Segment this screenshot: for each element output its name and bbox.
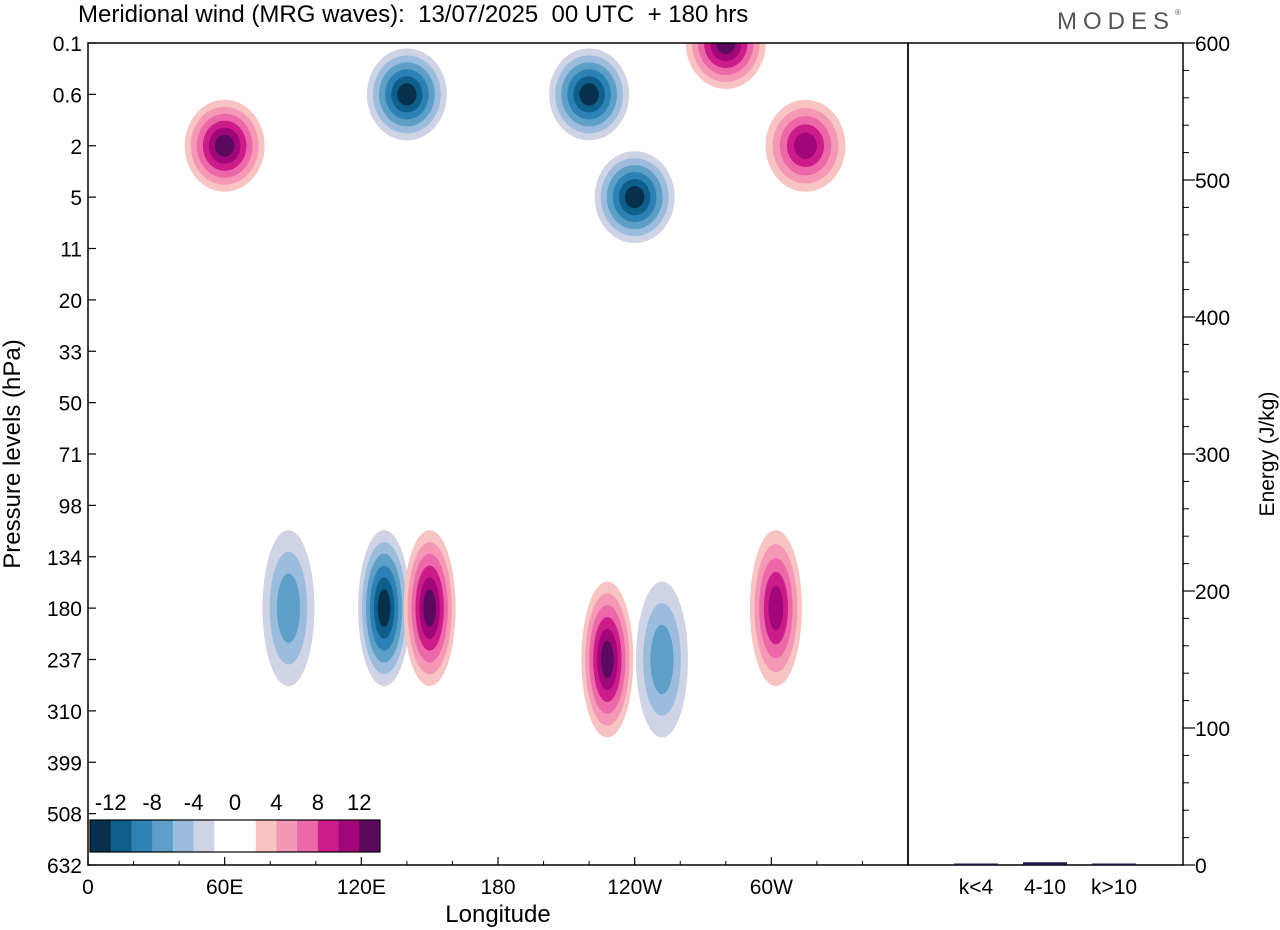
energy-tick-label: 0 <box>1195 855 1207 878</box>
colorbar-label: 0 <box>229 790 241 815</box>
colorbar-swatch <box>276 820 298 852</box>
negative-wind-anomaly <box>262 530 315 687</box>
modes-logo: MODES® <box>1057 8 1181 35</box>
energy-tick-label: 100 <box>1195 718 1230 741</box>
colorbar-swatch <box>152 820 174 852</box>
chart-title: Meridional wind (MRG waves): 13/07/2025 … <box>78 1 749 28</box>
positive-wind-anomaly <box>749 530 802 687</box>
y-tick-label: 20 <box>59 290 82 313</box>
x-tick-label: 0 <box>82 876 94 899</box>
colorbar-label: 8 <box>312 790 324 815</box>
colorbar-swatch <box>172 820 194 852</box>
y-tick-label: 71 <box>59 444 82 467</box>
y-tick-label: 310 <box>47 701 82 724</box>
y-tick-label: 237 <box>47 650 82 673</box>
negative-wind-anomaly <box>594 151 675 244</box>
y-tick-label: 5 <box>70 187 82 210</box>
energy-tick-label: 500 <box>1195 170 1230 193</box>
y-tick-label: 632 <box>47 855 82 878</box>
colorbar-swatch <box>297 820 319 852</box>
energy-bar <box>1023 862 1067 865</box>
energy-axis-label: Energy (J/kg) <box>1256 392 1279 517</box>
negative-wind-anomaly <box>636 581 688 738</box>
negative-wind-anomaly <box>549 48 630 141</box>
colorbar-frame <box>89 819 381 853</box>
x-tick-label: 60W <box>750 876 793 899</box>
energy-bar <box>1092 863 1136 865</box>
y-tick-label: 180 <box>47 598 82 621</box>
x-axis-label: Longitude <box>445 901 550 928</box>
positive-wind-anomaly <box>581 581 634 738</box>
energy-tick-label: 400 <box>1195 307 1230 330</box>
positive-wind-anomaly <box>403 530 456 687</box>
colorbar-label: -12 <box>95 790 127 815</box>
colorbar-label: 12 <box>347 790 371 815</box>
y-tick-label: 33 <box>59 341 82 364</box>
colorbar-swatch <box>131 820 153 852</box>
positive-wind-anomaly <box>184 99 265 192</box>
x-tick-label: 120W <box>607 876 662 899</box>
colorbar-swatch <box>110 820 132 852</box>
energy-bar <box>954 863 998 865</box>
x-tick-label: 120E <box>337 876 386 899</box>
y-tick-label: 50 <box>59 393 82 416</box>
y-tick-label: 0.1 <box>53 33 82 56</box>
colorbar-swatch <box>255 820 277 852</box>
y-tick-label: 2 <box>70 136 82 159</box>
energy-tick-label: 300 <box>1195 444 1230 467</box>
x-tick-label: 180 <box>480 876 515 899</box>
colorbar-swatch <box>317 820 339 852</box>
colorbar-label: 4 <box>270 790 282 815</box>
positive-wind-anomaly <box>685 43 766 89</box>
colorbar: -12 -8 -4 0 4 8 12 <box>89 790 381 853</box>
energy-panel-frame <box>907 42 1184 866</box>
colorbar-label: -4 <box>184 790 204 815</box>
y-tick-label: 11 <box>60 239 82 262</box>
y-tick-label: 399 <box>47 752 82 775</box>
colorbar-swatch <box>214 820 236 852</box>
y-axis-label: Pressure levels (hPa) <box>0 339 26 568</box>
y-tick-label: 0.6 <box>53 84 82 107</box>
y-tick-label: 508 <box>47 804 82 827</box>
colorbar-swatch <box>338 820 360 852</box>
energy-category-label: 4-10 <box>1024 876 1066 899</box>
positive-wind-anomaly <box>765 99 846 192</box>
energy-category-label: k<4 <box>959 876 994 899</box>
colorbar-swatch <box>90 820 112 852</box>
energy-tick-label: 200 <box>1195 581 1230 604</box>
energy-tick-label: 600 <box>1195 33 1230 56</box>
colorbar-swatch <box>235 820 257 852</box>
negative-wind-anomaly <box>358 530 411 687</box>
colorbar-swatch <box>193 820 215 852</box>
colorbar-label: -8 <box>142 790 162 815</box>
y-tick-label: 134 <box>47 547 82 570</box>
colorbar-swatch <box>359 820 381 852</box>
y-tick-label: 98 <box>59 495 82 518</box>
wind-contours <box>184 43 846 738</box>
negative-wind-anomaly <box>366 48 447 141</box>
energy-category-label: k>10 <box>1091 876 1137 899</box>
x-tick-label: 60E <box>206 876 243 899</box>
